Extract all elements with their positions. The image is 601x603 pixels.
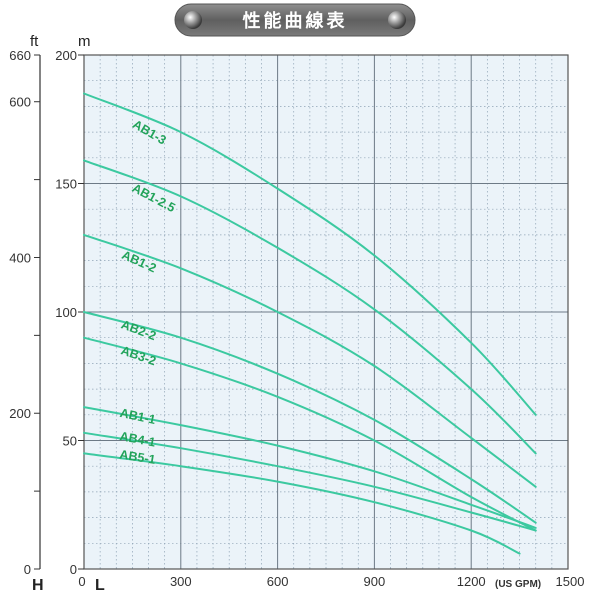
m-unit-label: m [78,33,91,50]
m-tick-label: 100 [55,305,77,320]
x-tick-label: 1500 [556,574,585,589]
title-right-ball-icon [388,11,406,29]
x-tick-label: 300 [170,574,192,589]
x-tick-label: 1200 [457,574,486,589]
curve-ab3-2 [83,336,537,532]
curve-ab1-2 [83,233,537,488]
m-tick-label: 0 [70,562,77,577]
l-axis-label: L [95,577,105,594]
ft-tick-label: 200 [9,406,31,421]
performance-curves [83,92,537,555]
ft-axis-ticks: 0 200 400 600 660 [9,48,40,577]
ft-unit-label: ft [30,33,39,50]
m-tick-label: 200 [55,48,77,63]
x-tick-label: 0 [78,574,85,589]
curve-ab4-1 [83,431,537,532]
ft-tick-label: 0 [24,562,31,577]
m-tick-label: 50 [63,434,77,449]
title-left-ball-icon [184,11,202,29]
curve-ab1-1 [83,406,537,529]
curve-ab5-1 [83,452,521,555]
curve-ab1-3 [83,92,537,416]
x-unit-label: (US GPM) [495,579,541,590]
ft-tick-label: 600 [9,95,31,110]
ft-tick-label: 660 [9,48,31,63]
h-axis-label: H [32,577,44,594]
m-tick-label: 150 [55,177,77,192]
m-axis-ticks: 0 50 100 150 200 [55,48,84,577]
curve-ab1-2-5 [83,159,537,455]
x-tick-label: 600 [267,574,289,589]
chart-title: 性能曲線表 [243,10,348,32]
curve-label: AB4-1 [119,429,157,449]
title-banner: 性能曲線表 [174,3,416,37]
x-tick-label: 900 [364,574,386,589]
curve-label: AB5-1 [119,447,157,467]
ft-tick-label: 400 [9,250,31,265]
x-axis-ticks: 0 300 600 900 1200 1500 [78,574,584,589]
curve-ab2-2 [83,311,537,524]
